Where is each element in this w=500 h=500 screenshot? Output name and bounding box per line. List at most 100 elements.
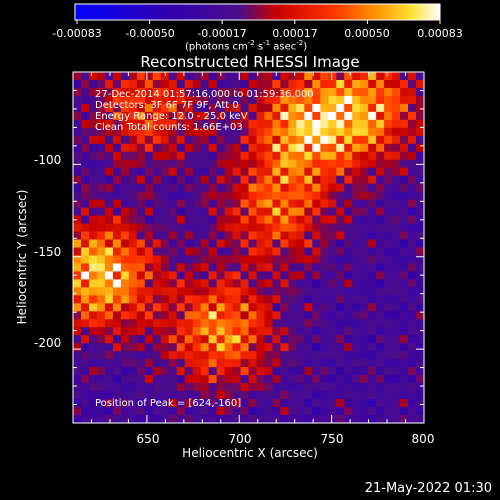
- heatmap-cell: [88, 351, 98, 360]
- heatmap-cell: [256, 239, 266, 249]
- heatmap-cell: [73, 239, 82, 249]
- heatmap-cell: [416, 359, 425, 368]
- heatmap-cell: [144, 375, 154, 384]
- heatmap-cell: [160, 287, 170, 296]
- heatmap-cell: [232, 303, 242, 312]
- heatmap-cell: [168, 175, 178, 185]
- heatmap-cell: [352, 319, 361, 328]
- heatmap-cell: [224, 95, 234, 105]
- heatmap-cell: [296, 391, 305, 400]
- heatmap-cell: [80, 287, 90, 296]
- heatmap-cell: [296, 111, 305, 121]
- heatmap-cell: [152, 407, 162, 416]
- heatmap-cell: [280, 199, 289, 209]
- heatmap-cell: [264, 415, 274, 424]
- heatmap-cell: [120, 279, 130, 288]
- heatmap-cell: [120, 287, 130, 296]
- heatmap-cell: [96, 79, 106, 89]
- heatmap-cell: [136, 151, 146, 161]
- heatmap-cell: [400, 135, 409, 145]
- heatmap-cell: [160, 375, 170, 384]
- heatmap-cell: [304, 167, 313, 177]
- heatmap-cell: [376, 87, 385, 97]
- heatmap-cell: [73, 367, 82, 376]
- heatmap-cell: [168, 295, 178, 304]
- heatmap-cell: [264, 279, 274, 288]
- heatmap-cell: [208, 367, 218, 376]
- heatmap-cell: [128, 343, 138, 352]
- heatmap-cell: [368, 231, 377, 241]
- heatmap-cell: [128, 375, 138, 384]
- heatmap-cell: [264, 231, 274, 241]
- heatmap-cell: [192, 79, 202, 89]
- heatmap-cell: [312, 95, 321, 105]
- heatmap-cell: [216, 151, 226, 161]
- heatmap-cell: [336, 279, 345, 288]
- heatmap-cell: [384, 263, 393, 273]
- heatmap-cell: [392, 239, 401, 249]
- heatmap-cell: [376, 143, 385, 153]
- heatmap-cell: [296, 119, 305, 129]
- heatmap-cell: [384, 95, 393, 105]
- heatmap-cell: [312, 72, 321, 81]
- heatmap-cell: [144, 79, 154, 89]
- heatmap-cell: [176, 287, 186, 296]
- heatmap-cell: [392, 183, 401, 193]
- heatmap-cell: [184, 319, 194, 328]
- heatmap-cell: [200, 295, 210, 304]
- heatmap-cell: [73, 391, 82, 400]
- heatmap-cell: [112, 399, 122, 408]
- heatmap-cell: [304, 287, 313, 296]
- heatmap-cell: [256, 415, 266, 424]
- heatmap-cell: [136, 271, 146, 281]
- heatmap-cell: [400, 111, 409, 121]
- heatmap-cell: [256, 159, 266, 169]
- heatmap-cell: [272, 135, 282, 145]
- heatmap-cell: [328, 327, 337, 336]
- heatmap-cell: [336, 239, 345, 249]
- heatmap-cell: [96, 199, 106, 209]
- heatmap-cell: [176, 127, 186, 137]
- heatmap-cell: [272, 319, 282, 328]
- heatmap-cell: [240, 119, 250, 129]
- heatmap-cell: [288, 247, 297, 257]
- heatmap-cell: [88, 143, 98, 153]
- heatmap-cell: [272, 159, 282, 169]
- heatmap-cell: [272, 367, 282, 376]
- heatmap-cell: [112, 111, 122, 121]
- heatmap-cell: [232, 143, 242, 153]
- heatmap-cell: [248, 287, 258, 296]
- heatmap-cell: [73, 375, 82, 384]
- heatmap-cell: [264, 383, 274, 392]
- heatmap-cell: [328, 127, 337, 137]
- heatmap-cell: [224, 215, 234, 225]
- heatmap-cell: [272, 95, 282, 105]
- heatmap-cell: [328, 263, 337, 273]
- heatmap-cell: [320, 351, 329, 360]
- heatmap-cell: [368, 87, 377, 97]
- heatmap-cell: [344, 319, 353, 328]
- heatmap-cell: [408, 199, 417, 209]
- heatmap-cell: [408, 175, 417, 185]
- heatmap-cell: [216, 407, 226, 416]
- heatmap-cell: [264, 335, 274, 344]
- heatmap-cell: [400, 271, 409, 281]
- heatmap-cell: [232, 271, 242, 281]
- plot-frame: [72, 71, 425, 424]
- heatmap-cell: [328, 359, 337, 368]
- heatmap-cell: [184, 311, 194, 320]
- heatmap-cell: [400, 87, 409, 97]
- heatmap-cell: [136, 119, 146, 129]
- heatmap-cell: [312, 119, 321, 129]
- heatmap-cell: [352, 287, 361, 296]
- heatmap-cell: [360, 303, 369, 312]
- heatmap-cell: [192, 367, 202, 376]
- heatmap-cell: [80, 95, 90, 105]
- heatmap-cell: [400, 207, 409, 217]
- heatmap-cell: [368, 223, 377, 233]
- heatmap-cell: [376, 311, 385, 320]
- heatmap-cell: [104, 271, 114, 281]
- heatmap-cell: [264, 303, 274, 312]
- heatmap-cell: [112, 223, 122, 233]
- heatmap-cell: [392, 399, 401, 408]
